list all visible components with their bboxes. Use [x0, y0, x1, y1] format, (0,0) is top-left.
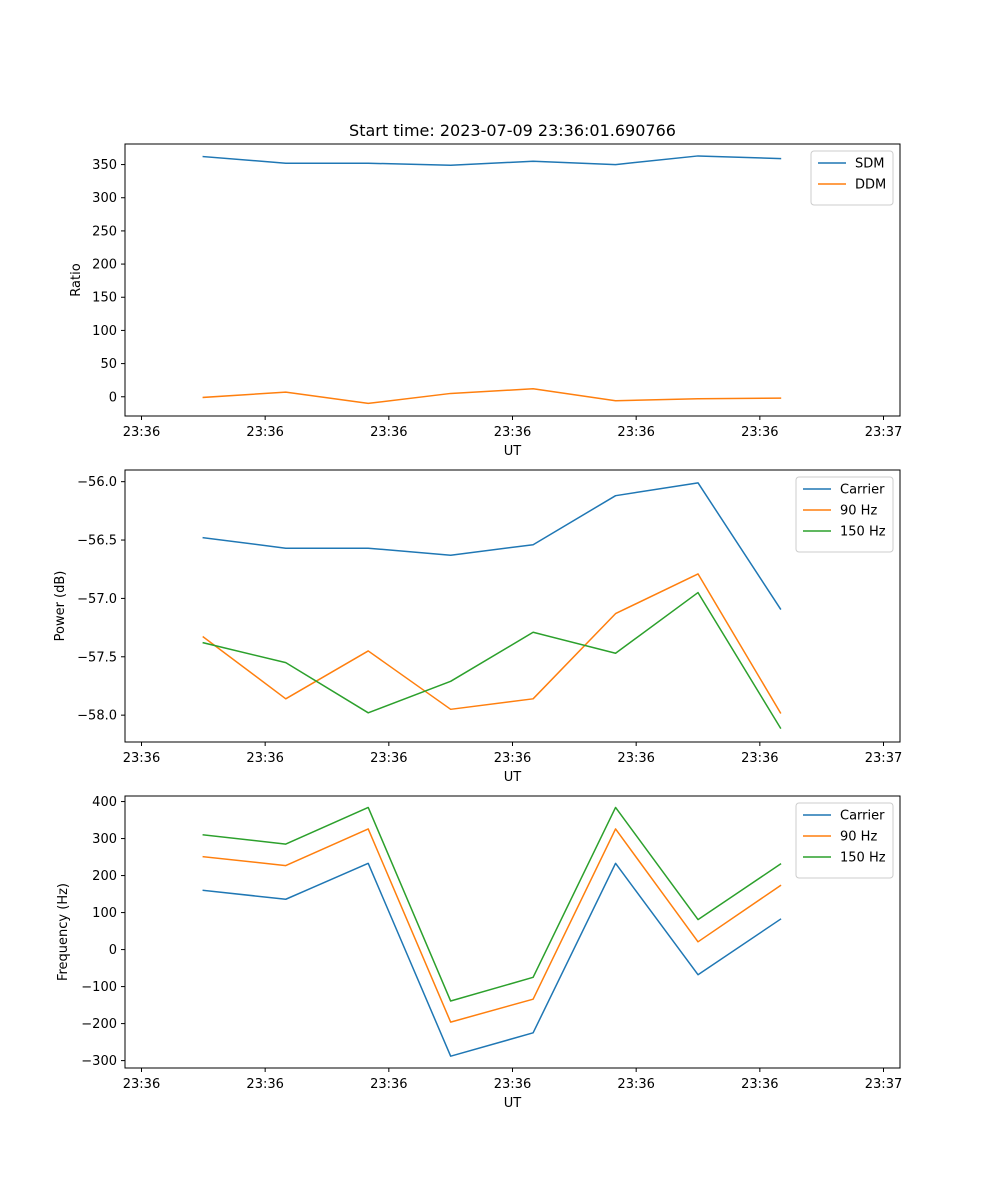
chart-1-y-tick-label-5: 250 — [92, 224, 117, 239]
chart-2-y-tick-label-2: −57.0 — [77, 592, 117, 607]
chart-2-series-line-1 — [202, 482, 782, 610]
chart-2-x-tick-label-3: 23:36 — [494, 751, 531, 766]
chart-1-y-tick-label-3: 150 — [92, 291, 117, 306]
chart-2-legend — [795, 476, 894, 553]
chart-3: 23:36 23:36 23:36 23:36 23:36 23:36 23:37 −300 −… — [56, 795, 902, 1111]
chart-1-series-line-2 — [202, 388, 782, 405]
chart-2-series-line-3 — [202, 591, 782, 730]
chart-2-legend-label-1: Carrier — [840, 483, 885, 498]
chart-3-x-tick-label-4: 23:36 — [617, 1077, 654, 1092]
chart-2-y-tick-label-0: −58.0 — [77, 709, 117, 724]
chart-2-y-tick-label-4: −56.0 — [77, 475, 117, 490]
chart-1-y-axis-label: Ratio — [69, 263, 84, 296]
chart-1-x-tick-label-1: 23:36 — [246, 425, 283, 440]
chart-2-x-tick-label-2: 23:36 — [370, 751, 407, 766]
chart-3-y-tick-label-1: −200 — [81, 1017, 117, 1032]
chart-3-y-tick-label-6: 300 — [92, 832, 117, 847]
chart-3-series-line-2 — [202, 828, 782, 1023]
panels: 23:36 23:36 23:36 23:36 23:36 23:36 23:37 0 50 10… — [53, 143, 902, 1111]
figure-title: Start time: 2023-07-09 23:36:01.690766 — [349, 121, 676, 140]
chart-2-x-tick-label-4: 23:36 — [617, 751, 654, 766]
chart-3-y-tick-label-4: 100 — [92, 906, 117, 921]
chart-2-y-tick-label-3: −56.5 — [77, 534, 117, 549]
chart-3-legend-label-1: Carrier — [840, 809, 885, 824]
chart-2-legend-label-3: 150 Hz — [840, 525, 886, 540]
chart-3-series-line-3 — [202, 806, 782, 1002]
chart-3-legend — [795, 802, 894, 879]
chart-2-x-tick-label-5: 23:36 — [741, 751, 778, 766]
chart-3-y-axis-label: Frequency (Hz) — [56, 883, 71, 981]
chart-2-legend-label-2: 90 Hz — [840, 504, 877, 519]
chart-3-x-tick-label-3: 23:36 — [494, 1077, 531, 1092]
chart-3-y-tick-label-0: −300 — [81, 1054, 117, 1069]
chart-1-series-line-1 — [202, 155, 782, 166]
chart-3-x-tick-label-1: 23:36 — [246, 1077, 283, 1092]
chart-3-y-tick-label-2: −100 — [81, 980, 117, 995]
chart-2: 23:36 23:36 23:36 23:36 23:36 23:36 23:37 −58.0… — [53, 469, 902, 785]
chart-1-y-tick-label-1: 50 — [100, 357, 117, 372]
chart-2-x-tick-label-0: 23:36 — [123, 751, 160, 766]
chart-3-y-tick-label-5: 200 — [92, 869, 117, 884]
chart-1-legend-label-2: DDM — [855, 178, 886, 193]
chart-2-x-axis-label: UT — [504, 770, 522, 785]
chart-1-x-axis-label: UT — [504, 444, 522, 459]
chart-1-y-tick-label-6: 300 — [92, 191, 117, 206]
chart-1: 23:36 23:36 23:36 23:36 23:36 23:36 23:37 0 50 10… — [69, 143, 902, 459]
chart-2-x-tick-label-6: 23:37 — [865, 751, 902, 766]
chart-3-y-tick-label-7: 400 — [92, 795, 117, 810]
chart-3-x-axis-label: UT — [504, 1096, 522, 1111]
chart-1-legend — [810, 150, 894, 206]
chart-2-y-tick-label-1: −57.5 — [77, 650, 117, 665]
chart-3-x-tick-label-0: 23:36 — [123, 1077, 160, 1092]
chart-1-y-tick-label-7: 350 — [92, 158, 117, 173]
chart-1-y-tick-label-2: 100 — [92, 324, 117, 339]
chart-1-y-tick-label-0: 0 — [109, 390, 117, 405]
chart-2-series-line-2 — [202, 573, 782, 714]
chart-1-y-tick-label-4: 200 — [92, 258, 117, 273]
chart-1-x-tick-label-2: 23:36 — [370, 425, 407, 440]
chart-3-x-tick-label-6: 23:37 — [865, 1077, 902, 1092]
chart-3-series-line-1 — [202, 862, 782, 1057]
chart-3-legend-label-2: 90 Hz — [840, 830, 877, 845]
chart-1-x-tick-label-3: 23:36 — [494, 425, 531, 440]
chart-3-x-tick-label-2: 23:36 — [370, 1077, 407, 1092]
chart-3-y-tick-label-3: 0 — [109, 943, 117, 958]
chart-1-x-tick-label-4: 23:36 — [617, 425, 654, 440]
chart-3-x-tick-label-5: 23:36 — [741, 1077, 778, 1092]
chart-1-x-tick-label-0: 23:36 — [123, 425, 160, 440]
chart-1-x-tick-label-6: 23:37 — [865, 425, 902, 440]
chart-2-x-tick-label-1: 23:36 — [246, 751, 283, 766]
chart-1-legend-label-1: SDM — [855, 157, 884, 172]
chart-3-legend-label-3: 150 Hz — [840, 851, 886, 866]
chart-1-x-tick-label-5: 23:36 — [741, 425, 778, 440]
chart-2-y-axis-label: Power (dB) — [53, 571, 68, 642]
